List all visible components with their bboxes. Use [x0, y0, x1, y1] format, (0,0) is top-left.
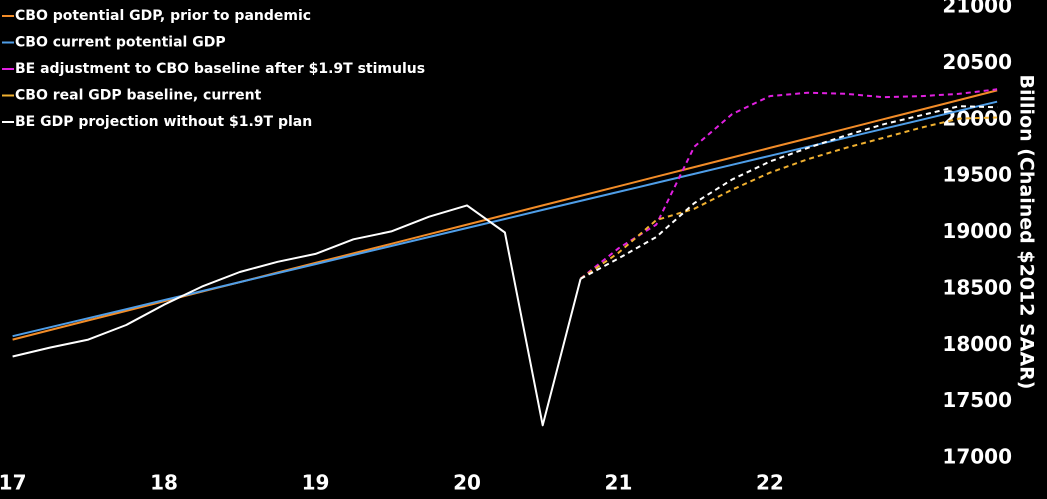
x-tick-label: 17: [0, 471, 26, 495]
series-line: [579, 88, 998, 280]
series-line: [580, 105, 998, 280]
series-line: [12, 204, 582, 427]
y-tick-label: 20500: [942, 50, 1012, 74]
x-tick-label: 22: [756, 471, 784, 495]
x-tick-label: 21: [605, 471, 633, 495]
legend-label: CBO real GDP baseline, current: [15, 88, 262, 104]
y-tick-label: 18500: [942, 275, 1012, 299]
legend-label: BE adjustment to CBO baseline after $1.9…: [15, 61, 425, 77]
legend-label: CBO potential GDP, prior to pandemic: [15, 8, 311, 24]
y-tick-label: 17500: [942, 388, 1012, 412]
y-tick-label: 17000: [942, 445, 1012, 469]
y-tick-label: 19000: [942, 219, 1012, 243]
y-tick-label: 21000: [942, 0, 1012, 18]
legend-label: BE GDP projection without $1.9T plan: [15, 114, 312, 130]
legend-label: CBO current potential GDP: [15, 35, 226, 51]
x-tick-label: 18: [150, 471, 178, 495]
series-line: [12, 100, 998, 338]
y-axis-label: Billion (Chained $2012 SAAR): [1016, 75, 1038, 390]
x-tick-label: 20: [453, 471, 481, 495]
y-tick-label: 18000: [942, 332, 1012, 356]
x-tick-label: 19: [302, 471, 330, 495]
y-tick-label: 19500: [942, 163, 1012, 187]
